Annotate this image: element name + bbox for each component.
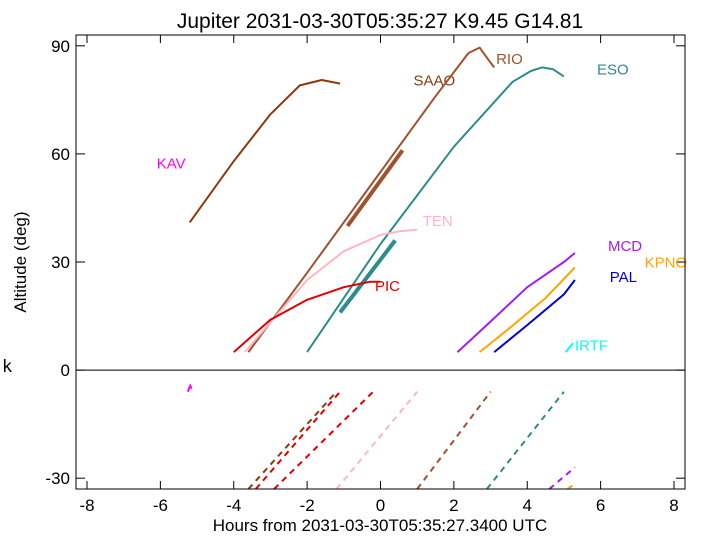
series-line-pic	[233, 280, 381, 353]
series-line-pal	[493, 279, 576, 353]
y-tick-label: 30	[51, 253, 70, 272]
series-dashed-pic	[273, 390, 374, 490]
series-line-irtf	[565, 342, 574, 353]
x-tick-label: -8	[79, 496, 94, 515]
x-axis-label: Hours from 2031-03-30T05:35:27.3400 UTC	[213, 516, 548, 535]
series-highlight-eso	[338, 239, 397, 314]
x-tick-label: 6	[596, 496, 605, 515]
series-label-rio: RIO	[496, 51, 523, 68]
stray-character: k	[2, 357, 12, 377]
series-line-ten	[244, 228, 418, 353]
series-label-pic: PIC	[375, 278, 400, 295]
chart-title: Jupiter 2031-03-30T05:35:27 K9.45 G14.81	[177, 10, 583, 33]
series-dashed-kpno	[567, 482, 576, 490]
x-tick-label: -4	[226, 496, 241, 515]
x-tick-label: 8	[669, 496, 678, 515]
series-line-eso	[306, 66, 565, 353]
series-dashed-kav	[186, 386, 191, 393]
series-label-irtf: IRTF	[575, 337, 608, 354]
series-line-mcd	[456, 252, 576, 353]
y-tick-label: -30	[45, 469, 70, 488]
x-tick-label: 4	[523, 496, 532, 515]
series-dashed-eso	[486, 391, 565, 490]
x-tick-label: 2	[449, 496, 458, 515]
series-line-rio	[247, 46, 495, 353]
series-line-kav	[188, 384, 193, 390]
series-highlight-rio	[345, 149, 405, 228]
series-label-eso: ESO	[597, 62, 629, 79]
x-tick-label: 0	[376, 496, 385, 515]
y-tick-label: 0	[61, 361, 70, 380]
y-tick-label: 60	[51, 145, 70, 164]
series-label-kav: KAV	[157, 155, 186, 172]
series-label-pal: PAL	[610, 269, 637, 286]
x-tick-label: -2	[300, 496, 315, 515]
plot-frame	[75, 34, 686, 490]
series-label-saao: SAAO	[414, 72, 456, 89]
x-tick-label: -6	[153, 496, 168, 515]
series-label-ten: TEN	[423, 213, 453, 230]
y-axis-label: Altitude (deg)	[11, 211, 30, 312]
series-line-kpno	[478, 266, 576, 353]
series-dashed-ten	[335, 391, 418, 490]
series-line-saao	[188, 79, 341, 223]
y-tick-label: 90	[51, 37, 70, 56]
series-label-kpno: KPNO	[645, 254, 688, 271]
series-label-mcd: MCD	[608, 238, 642, 255]
series-dashed-rio	[416, 391, 492, 490]
series-dashed-mcd	[548, 466, 576, 490]
series-dashed-pic	[255, 391, 341, 490]
